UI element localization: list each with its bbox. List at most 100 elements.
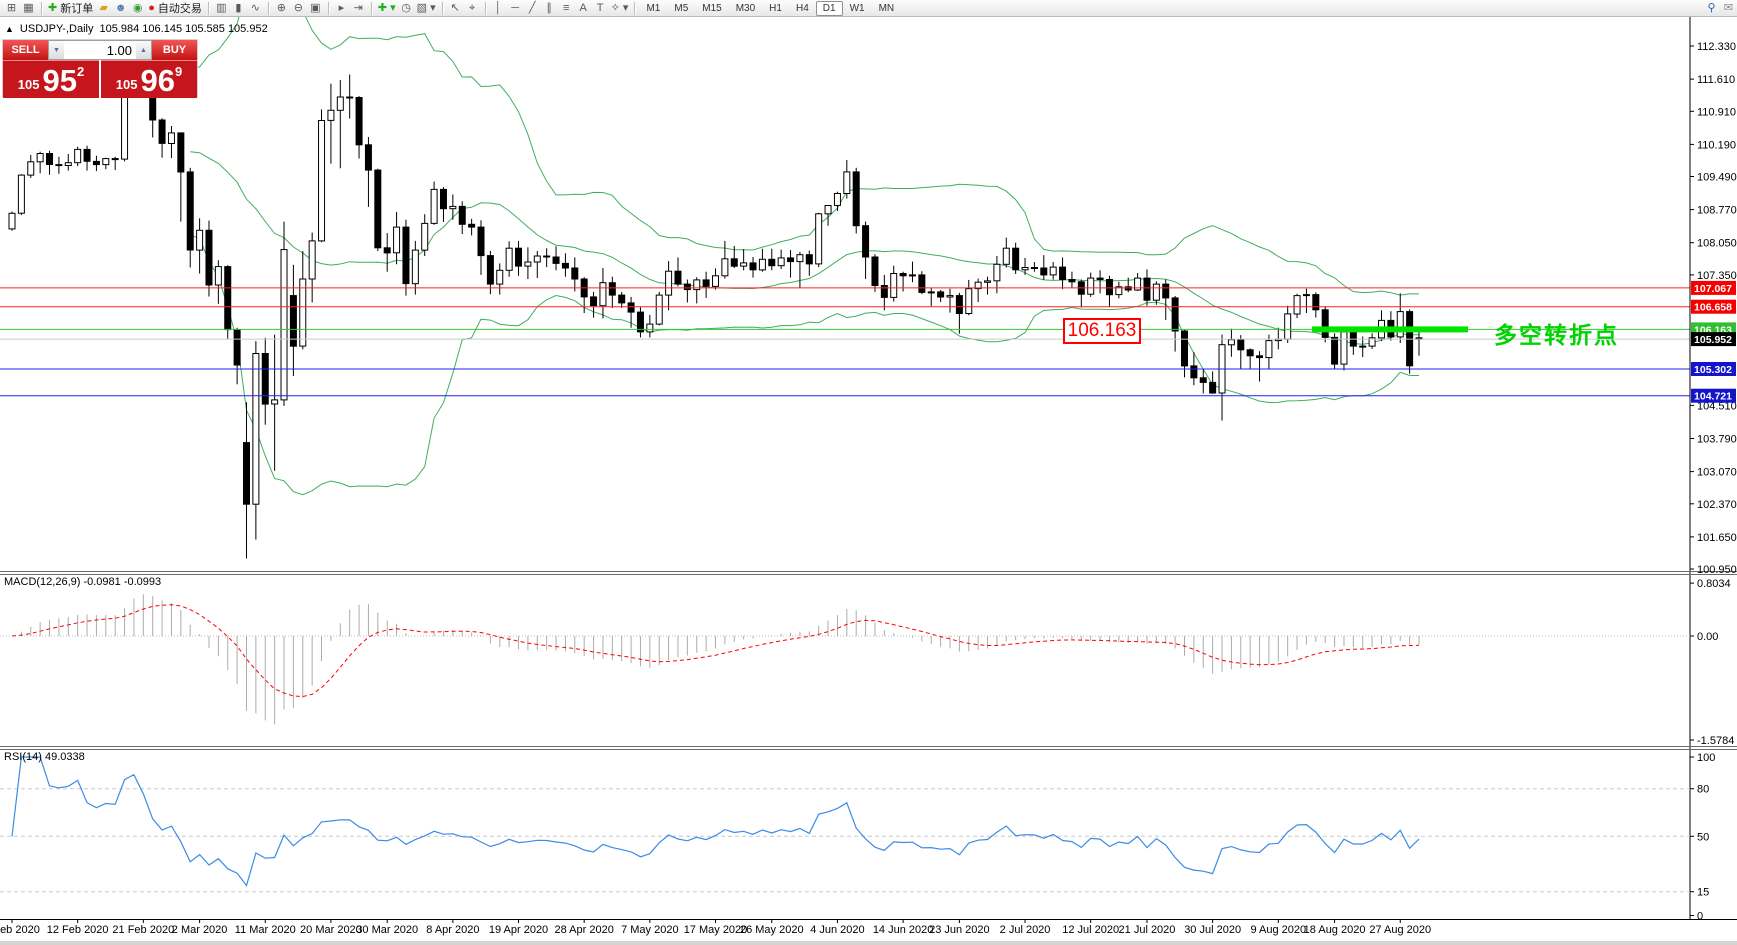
gold-icon[interactable]: ▰ bbox=[99, 1, 108, 14]
equidistant-channel-icon[interactable]: ∥ bbox=[546, 1, 552, 14]
svg-text:30 Jul 2020: 30 Jul 2020 bbox=[1184, 924, 1241, 936]
timeframe-h1[interactable]: H1 bbox=[769, 2, 782, 14]
svg-text:50: 50 bbox=[1697, 831, 1709, 843]
price-annotation-box[interactable]: 106.163 bbox=[1063, 318, 1141, 344]
svg-text:11 Mar 2020: 11 Mar 2020 bbox=[235, 924, 296, 936]
chat-icon[interactable]: ✉ bbox=[1723, 1, 1734, 14]
sell-button[interactable]: SELL bbox=[3, 40, 48, 60]
horizontal-line-icon[interactable]: ─ bbox=[511, 1, 520, 14]
crosshair-icon[interactable]: ⌖ bbox=[469, 1, 476, 14]
signals-icon[interactable]: ◉ bbox=[132, 1, 143, 14]
accounts-icon[interactable]: ☻ bbox=[114, 1, 127, 14]
svg-text:30 Mar 2020: 30 Mar 2020 bbox=[356, 924, 418, 936]
toolbar-separator bbox=[327, 1, 329, 15]
sell-price-big: 95 bbox=[42, 63, 77, 98]
sell-price-sup: 2 bbox=[76, 64, 85, 79]
panel-frames bbox=[0, 17, 1737, 920]
toolbar-separator bbox=[267, 1, 269, 15]
svg-text:8 Apr 2020: 8 Apr 2020 bbox=[426, 924, 479, 936]
cursor-icon[interactable]: ↖ bbox=[450, 1, 460, 14]
chart-shift-icon[interactable]: ⇥ bbox=[353, 1, 363, 14]
svg-text:107.067: 107.067 bbox=[1694, 283, 1732, 295]
text-icon[interactable]: A bbox=[579, 1, 587, 14]
main-toolbar: ⊞ ▦ ✚ 新订单 ▰ ☻ ◉ ● 自动交易 ▥ ▮ ∿ ⊕ ⊖ ▣ ▸ ⇥ ✚ ▾ ◷ ▧ ▾ ↖ ⌖ │ ─ ╱ ∥ ≡ A T ✧ … bbox=[0, 0, 1737, 17]
macd-indicator-label: MACD(12,26,9) -0.0981 -0.0993 bbox=[4, 576, 162, 588]
turning-point-label[interactable]: 多空转折点 bbox=[1494, 322, 1619, 348]
auto-scroll-icon[interactable]: ▸ bbox=[338, 1, 345, 14]
svg-text:106.658: 106.658 bbox=[1694, 302, 1732, 314]
zoom-out-icon[interactable]: ⊖ bbox=[293, 1, 303, 14]
buy-price-prefix: 105 bbox=[115, 77, 138, 92]
new-order-button[interactable]: ✚ 新订单 bbox=[48, 1, 94, 16]
lot-size-input[interactable]: 1.00 bbox=[106, 42, 132, 58]
svg-text:0.00: 0.00 bbox=[1697, 631, 1718, 643]
sell-price-panel[interactable]: 105 95 2 bbox=[3, 60, 99, 98]
timeframe-m1[interactable]: M1 bbox=[646, 2, 661, 14]
zoom-in-icon[interactable]: ⊕ bbox=[276, 1, 286, 14]
svg-text:17 May 2020: 17 May 2020 bbox=[684, 924, 748, 936]
bar-chart-icon[interactable]: ▥ bbox=[216, 1, 227, 14]
support-trendline[interactable] bbox=[1312, 326, 1468, 333]
svg-text:112.330: 112.330 bbox=[1697, 41, 1736, 53]
svg-text:102.370: 102.370 bbox=[1697, 499, 1737, 511]
text-label-icon[interactable]: T bbox=[596, 1, 604, 14]
rsi-panel: 100 80 50 15 0 bbox=[0, 752, 1715, 923]
indicators-menu-button[interactable]: ✚ ▾ bbox=[377, 1, 396, 14]
profiles-icon[interactable]: ▦ bbox=[23, 1, 34, 14]
toolbar-separator bbox=[207, 1, 209, 15]
svg-text:26 May 2020: 26 May 2020 bbox=[740, 924, 804, 936]
timeframe-mn[interactable]: MN bbox=[878, 2, 895, 14]
svg-text:101.650: 101.650 bbox=[1697, 532, 1737, 544]
symbol-name: USDJPY-,Daily bbox=[19, 23, 94, 35]
svg-text:7 May 2020: 7 May 2020 bbox=[621, 924, 678, 936]
templates-menu-button[interactable]: ▧ ▾ bbox=[416, 1, 436, 14]
buy-button[interactable]: BUY bbox=[152, 40, 197, 60]
svg-text:103.790: 103.790 bbox=[1697, 434, 1737, 446]
lot-increase-button[interactable]: ▲ bbox=[136, 41, 151, 59]
svg-text:0.8034: 0.8034 bbox=[1697, 578, 1731, 590]
svg-text:0: 0 bbox=[1697, 911, 1703, 923]
arrows-menu-button[interactable]: ✧ ▾ bbox=[610, 1, 629, 14]
timeframe-h4[interactable]: H4 bbox=[795, 2, 809, 14]
timeframe-m5[interactable]: M5 bbox=[674, 2, 689, 14]
svg-text:15: 15 bbox=[1697, 887, 1709, 899]
svg-text:111.610: 111.610 bbox=[1697, 74, 1735, 86]
timeframe-d1[interactable]: D1 bbox=[815, 0, 843, 16]
svg-text:80: 80 bbox=[1697, 784, 1709, 796]
svg-text:21 Jul 2020: 21 Jul 2020 bbox=[1119, 924, 1176, 936]
lot-decrease-button[interactable]: ▼ bbox=[49, 41, 64, 59]
svg-text:4 Jun 2020: 4 Jun 2020 bbox=[810, 924, 864, 936]
timeframe-w1[interactable]: W1 bbox=[849, 2, 865, 14]
buy-price-panel[interactable]: 105 96 9 bbox=[101, 60, 197, 98]
svg-text:12 Feb 2020: 12 Feb 2020 bbox=[47, 924, 109, 936]
svg-text:103.070: 103.070 bbox=[1697, 467, 1737, 479]
svg-text:14 Jun 2020: 14 Jun 2020 bbox=[873, 924, 934, 936]
vertical-line-icon[interactable]: │ bbox=[494, 1, 502, 14]
price-axis: 112.330 111.610 110.910 110.190 109.490 108.7… bbox=[1690, 41, 1737, 576]
timeframe-m30[interactable]: M30 bbox=[735, 2, 756, 14]
one-click-trading-panel: SELL ▼ 1.00 ▲ BUY 105 95 2 105 96 9 bbox=[2, 39, 198, 98]
svg-text:104.510: 104.510 bbox=[1697, 400, 1737, 412]
svg-text:104.721: 104.721 bbox=[1694, 391, 1732, 403]
trendline-icon[interactable]: ╱ bbox=[528, 1, 536, 14]
toolbar-separator bbox=[370, 1, 372, 15]
fibonacci-icon[interactable]: ≡ bbox=[562, 1, 570, 14]
svg-text:19 Apr 2020: 19 Apr 2020 bbox=[489, 924, 548, 936]
new-chart-icon[interactable]: ⊞ bbox=[6, 1, 17, 14]
buy-price-sup: 9 bbox=[174, 64, 183, 79]
svg-text:18 Aug 2020: 18 Aug 2020 bbox=[1304, 924, 1366, 936]
rsi-indicator-label: RSI(14) 49.0338 bbox=[4, 751, 85, 763]
line-chart-icon[interactable]: ∿ bbox=[250, 1, 260, 14]
toolbar-separator bbox=[634, 1, 636, 15]
candles-layer bbox=[8, 50, 1423, 559]
auto-trading-button[interactable]: ● 自动交易 bbox=[148, 1, 202, 16]
tile-windows-icon[interactable]: ▣ bbox=[310, 1, 321, 14]
candlestick-chart-icon[interactable]: ▮ bbox=[235, 1, 242, 14]
timeframe-m15[interactable]: M15 bbox=[702, 2, 722, 14]
periods-menu-button[interactable]: ◷ bbox=[401, 1, 411, 14]
search-icon[interactable]: ⚲ bbox=[1707, 1, 1716, 14]
toolbar-separator bbox=[441, 1, 443, 15]
